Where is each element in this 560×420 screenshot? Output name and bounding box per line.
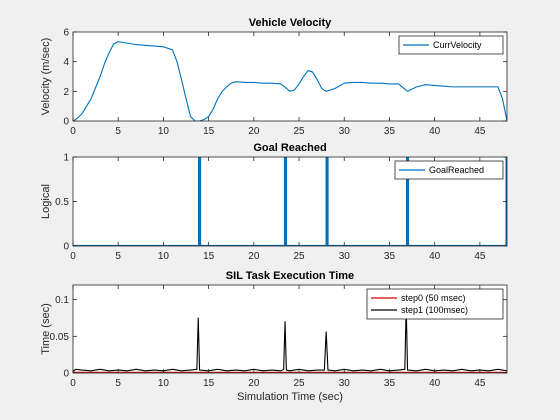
y-tick-label: 4 [63, 57, 69, 68]
x-tick-label: 35 [384, 251, 396, 262]
y-tick-label: 0 [63, 117, 69, 128]
series-line-2 [73, 304, 507, 372]
x-tick-label: 45 [474, 126, 486, 137]
x-tick-label: 5 [115, 378, 121, 389]
x-tick-label: 35 [384, 126, 396, 137]
series-line-1 [73, 41, 507, 121]
x-tick-label: 20 [248, 378, 260, 389]
y-tick-label: 0 [63, 242, 69, 253]
y-tick-label: 6 [63, 28, 69, 39]
legend: GoalReached [394, 160, 504, 180]
x-tick-label: 40 [429, 251, 441, 262]
x-tick-label: 15 [203, 251, 215, 262]
series-line-1 [73, 157, 507, 246]
x-tick-label: 0 [70, 251, 76, 262]
x-tick-label: 45 [474, 251, 486, 262]
y-tick-label: 2 [63, 87, 69, 98]
legend-box [394, 160, 504, 180]
x-tick-label: 30 [339, 126, 351, 137]
x-tick-label: 40 [429, 378, 441, 389]
chart-2: 0 5 10 15 20 25 30 35 40 45 0 0.5 1 Goal Reached Logic… [40, 142, 508, 262]
chart-title: Vehicle Velocity [249, 17, 332, 29]
y-tick-label: 0 [63, 369, 69, 380]
x-tick-label: 10 [158, 378, 170, 389]
x-tick-label: 20 [248, 126, 260, 137]
y-tick-label: 0.5 [55, 197, 69, 208]
legend-label: CurrVelocity [433, 40, 482, 50]
x-tick-label: 15 [203, 126, 215, 137]
x-tick-label: 15 [203, 378, 215, 389]
axes-box [72, 284, 508, 374]
series-group [73, 41, 507, 121]
y-tick-label: 0.1 [55, 295, 69, 306]
chart-title: Goal Reached [253, 142, 326, 154]
x-tick-label: 20 [248, 251, 260, 262]
series-group [73, 157, 507, 246]
x-tick-label: 30 [339, 378, 351, 389]
x-tick-label: 5 [115, 126, 121, 137]
legend-label: step1 (100msec) [401, 305, 468, 315]
x-tick-label: 30 [339, 251, 351, 262]
x-tick-label: 0 [70, 126, 76, 137]
x-tick-label: 25 [293, 378, 305, 389]
x-tick-label: 45 [474, 378, 486, 389]
chart-1: 0 5 10 15 20 25 30 35 40 45 0 2 4 6 Vehicle Velocity Ve… [40, 17, 508, 137]
legend-label: GoalReached [429, 165, 484, 175]
x-tick-label: 35 [384, 378, 396, 389]
axes-box [72, 31, 508, 122]
chart-3: 0 5 10 15 20 25 30 35 40 45 0 0.05 0.1 SIL Task Execu… [40, 270, 508, 403]
y-tick-label: 1 [63, 153, 69, 164]
y-axis-label: Velocity (m/sec) [40, 38, 52, 116]
x-tick-label: 10 [158, 126, 170, 137]
y-tick-label: 0.05 [50, 332, 70, 343]
x-tick-label: 25 [293, 126, 305, 137]
x-tick-label: 40 [429, 126, 441, 137]
x-tick-label: 10 [158, 251, 170, 262]
legend: step0 (50 msec) step1 (100msec) [366, 288, 504, 320]
legend-box [366, 288, 504, 320]
x-tick-label: 5 [115, 251, 121, 262]
y-axis-label: Logical [40, 184, 52, 219]
x-tick-label: 0 [70, 378, 76, 389]
legend: CurrVelocity [398, 35, 504, 55]
y-axis-label: Time (sec) [40, 303, 52, 355]
legend-box [398, 35, 504, 55]
legend-label: step0 (50 msec) [401, 293, 466, 303]
chart-title: SIL Task Execution Time [226, 270, 354, 282]
x-axis-label: Simulation Time (sec) [237, 391, 343, 403]
x-tick-label: 25 [293, 251, 305, 262]
